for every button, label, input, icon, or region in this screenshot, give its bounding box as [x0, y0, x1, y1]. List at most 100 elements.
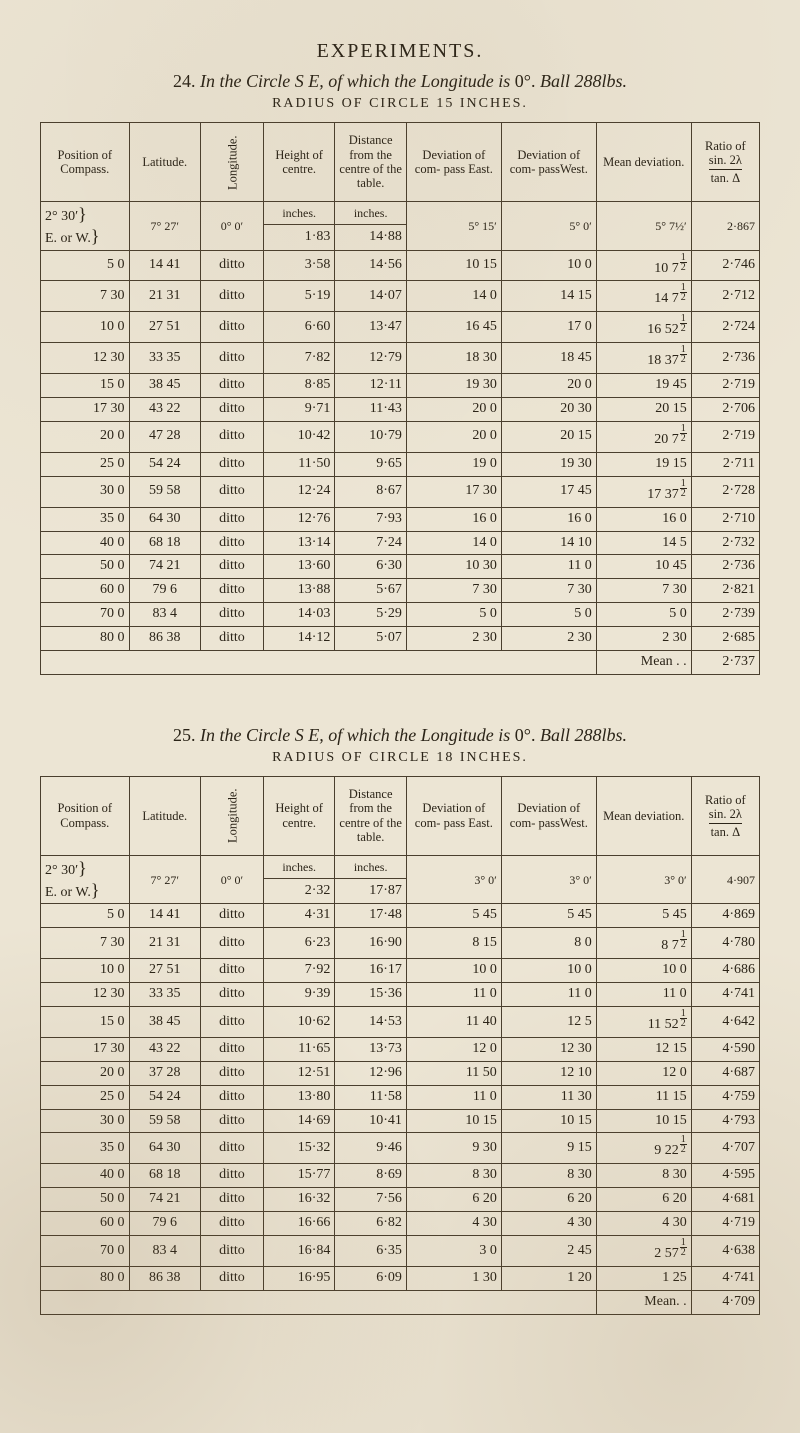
hdr-distance: Distance from the centre of the table. — [335, 123, 406, 202]
cell-distance: 12·96 — [335, 1061, 406, 1085]
ratio-num: sin. 2λ — [709, 153, 742, 169]
first-dw: 3° 0′ — [501, 855, 596, 904]
mean-value: 4·709 — [691, 1290, 759, 1314]
cell-latitude: 64 30 — [129, 507, 200, 531]
cell-dev-west: 14 15 — [501, 281, 596, 312]
cell-latitude: 37 28 — [129, 1061, 200, 1085]
table-row: 70 083 4ditto14·035·295 05 05 02·739 — [41, 603, 760, 627]
cell-longitude: ditto — [201, 374, 264, 398]
cell-distance: 9·46 — [335, 1133, 406, 1164]
table-row: 35 064 30ditto12·767·9316 016 016 02·710 — [41, 507, 760, 531]
cell-longitude: ditto — [201, 1212, 264, 1236]
cell-mean-dev: 17 3712 — [596, 476, 691, 507]
cell-position: 10 0 — [41, 959, 130, 983]
table-row: 80 086 38ditto14·125·072 302 302 302·685 — [41, 627, 760, 651]
cell-dev-west: 4 30 — [501, 1212, 596, 1236]
cell-dev-east: 11 40 — [406, 1007, 501, 1038]
mean-value: 2·737 — [691, 650, 759, 674]
cell-position: 70 0 — [41, 603, 130, 627]
cell-position: 60 0 — [41, 1212, 130, 1236]
cell-ratio: 4·595 — [691, 1164, 759, 1188]
cell-dev-east: 3 0 — [406, 1236, 501, 1267]
cell-longitude: ditto — [201, 904, 264, 928]
cell-ratio: 2·746 — [691, 250, 759, 281]
cell-position: 35 0 — [41, 1133, 130, 1164]
first-pos: 2° 30′}E. or W.} — [41, 202, 130, 251]
cell-dev-west: 11 0 — [501, 555, 596, 579]
cell-longitude: ditto — [201, 1188, 264, 1212]
cell-height: 13·88 — [263, 579, 334, 603]
cell-ratio: 4·759 — [691, 1085, 759, 1109]
cell-dev-east: 19 30 — [406, 374, 501, 398]
cell-distance: 16·90 — [335, 928, 406, 959]
cell-longitude: ditto — [201, 1266, 264, 1290]
caption-tail-italic: Ball 288lbs. — [540, 71, 627, 91]
cell-dev-west: 14 10 — [501, 531, 596, 555]
hdr-ratio: Ratio of sin. 2λ tan. Δ — [691, 123, 759, 202]
hdr-longitude: Longitude. — [201, 776, 264, 855]
cell-ratio: 2·710 — [691, 507, 759, 531]
cell-height: 12·24 — [263, 476, 334, 507]
cell-position: 35 0 — [41, 507, 130, 531]
cell-dev-west: 19 30 — [501, 452, 596, 476]
cell-height: 15·32 — [263, 1133, 334, 1164]
cell-dev-east: 16 0 — [406, 507, 501, 531]
caption-tail-italic: Ball 288lbs. — [540, 725, 627, 745]
mean-blank — [41, 650, 597, 674]
cell-distance: 6·82 — [335, 1212, 406, 1236]
cell-height: 13·80 — [263, 1085, 334, 1109]
cell-mean-dev: 6 20 — [596, 1188, 691, 1212]
caption-tail-upright: 0°. — [510, 725, 540, 745]
hdr-distance: Distance from the centre of the table. — [335, 776, 406, 855]
cell-ratio: 2·719 — [691, 421, 759, 452]
cell-height: 12·76 — [263, 507, 334, 531]
hdr-latitude: Latitude. — [129, 123, 200, 202]
cell-distance: 6·30 — [335, 555, 406, 579]
caption-italic: In the Circle S E, of which the Longitud… — [200, 71, 510, 91]
units-row: 2° 30′}E. or W.} 7° 27′ 0° 0′ inches. in… — [41, 855, 760, 878]
cell-height: 16·32 — [263, 1188, 334, 1212]
cell-longitude: ditto — [201, 398, 264, 422]
cell-mean-dev: 7 30 — [596, 579, 691, 603]
cell-longitude: ditto — [201, 1109, 264, 1133]
cell-longitude: ditto — [201, 250, 264, 281]
cell-dev-west: 12 10 — [501, 1061, 596, 1085]
cell-longitude: ditto — [201, 579, 264, 603]
cell-position: 10 0 — [41, 312, 130, 343]
table-row: 12 3033 35ditto7·8212·7918 3018 4518 371… — [41, 343, 760, 374]
caption-italic: In the Circle S E, of which the Longitud… — [200, 725, 510, 745]
cell-position: 60 0 — [41, 579, 130, 603]
cell-position: 50 0 — [41, 555, 130, 579]
hdr-height: Height of centre. — [263, 123, 334, 202]
hdr-dev-east: Deviation of com- pass East. — [406, 123, 501, 202]
cell-dev-east: 20 0 — [406, 398, 501, 422]
cell-ratio: 2·724 — [691, 312, 759, 343]
table-25: Position of Compass. Latitude. Longitude… — [40, 776, 760, 1315]
cell-latitude: 74 21 — [129, 555, 200, 579]
mean-row: Mean . . 2·737 — [41, 650, 760, 674]
hdr-ratio: Ratio of sin. 2λ tan. Δ — [691, 776, 759, 855]
section24-caption: 24. In the Circle S E, of which the Long… — [40, 71, 760, 92]
cell-mean-dev: 5 0 — [596, 603, 691, 627]
cell-ratio: 2·719 — [691, 374, 759, 398]
cell-mean-dev: 9 2212 — [596, 1133, 691, 1164]
cell-dev-west: 2 45 — [501, 1236, 596, 1267]
table-row: 25 054 24ditto13·8011·5811 011 3011 154·… — [41, 1085, 760, 1109]
cell-dev-west: 10 15 — [501, 1109, 596, 1133]
cell-latitude: 59 58 — [129, 476, 200, 507]
page-title: EXPERIMENTS. — [40, 40, 760, 63]
cell-mean-dev: 18 3712 — [596, 343, 691, 374]
cell-height: 14·03 — [263, 603, 334, 627]
cell-distance: 10·41 — [335, 1109, 406, 1133]
cell-dev-west: 10 0 — [501, 959, 596, 983]
cell-latitude: 68 18 — [129, 531, 200, 555]
cell-position: 80 0 — [41, 1266, 130, 1290]
cell-mean-dev: 12 15 — [596, 1037, 691, 1061]
first-height: 1·83 — [263, 224, 334, 250]
cell-ratio: 4·793 — [691, 1109, 759, 1133]
cell-mean-dev: 4 30 — [596, 1212, 691, 1236]
caption-lead: 24. — [173, 71, 200, 91]
hdr-position: Position of Compass. — [41, 123, 130, 202]
cell-ratio: 2·739 — [691, 603, 759, 627]
ratio-den: tan. Δ — [711, 171, 741, 185]
